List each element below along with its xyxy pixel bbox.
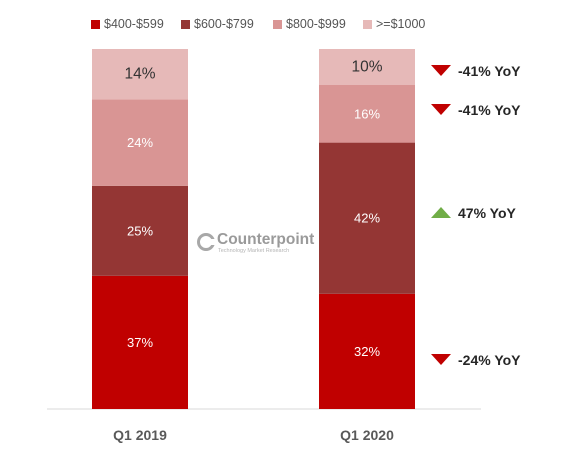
legend-label: $800-$999 [286, 17, 346, 31]
data-label: 32% [354, 344, 380, 359]
bar-segment [92, 275, 188, 409]
legend-swatch [363, 19, 372, 29]
up-arrow-icon [431, 207, 451, 218]
data-label: 10% [351, 59, 382, 76]
legend-label: $600-$799 [194, 17, 254, 31]
watermark-brand: Counterpoint [217, 231, 315, 248]
x-tick-label: Q1 2019 [113, 427, 167, 443]
x-tick-label: Q1 2020 [340, 427, 394, 443]
watermark-tagline: Technology Market Research [218, 248, 290, 254]
legend-label: >=$1000 [376, 17, 426, 31]
bar-segment [92, 49, 188, 100]
data-label: 37% [127, 335, 153, 350]
legend-item-1000-plus: >=$1000 [363, 17, 425, 31]
yoy-annotation: -41% YoY [458, 63, 521, 79]
chart-legend: $400-$599 $600-$799 $800-$999 >=$1000 [0, 17, 584, 35]
yoy-annotation: -24% YoY [458, 352, 521, 368]
data-label: 14% [124, 66, 155, 83]
legend-item-400-599: $400-$599 [91, 17, 164, 31]
legend-swatch [91, 19, 100, 29]
counterpoint-logo-icon [197, 233, 215, 251]
data-label: 16% [354, 106, 380, 121]
yoy-annotation: -41% YoY [458, 102, 521, 118]
bar-segment [92, 99, 188, 186]
data-label: 25% [127, 223, 153, 238]
bar-segment [92, 185, 188, 276]
legend-swatch [273, 19, 282, 29]
legend-label: $400-$599 [104, 17, 164, 31]
down-arrow-icon [431, 354, 451, 365]
bar-segment [319, 85, 415, 143]
legend-swatch [181, 19, 190, 29]
down-arrow-icon [431, 104, 451, 115]
yoy-annotation: 47% YoY [458, 205, 517, 221]
down-arrow-icon [431, 65, 451, 76]
bar-segment [319, 293, 415, 409]
data-label: 24% [127, 135, 153, 150]
legend-item-800-999: $800-$999 [273, 17, 346, 31]
bar-segment [319, 142, 415, 294]
bar-segment [319, 49, 415, 85]
legend-item-600-799: $600-$799 [181, 17, 254, 31]
data-label: 42% [354, 211, 380, 226]
